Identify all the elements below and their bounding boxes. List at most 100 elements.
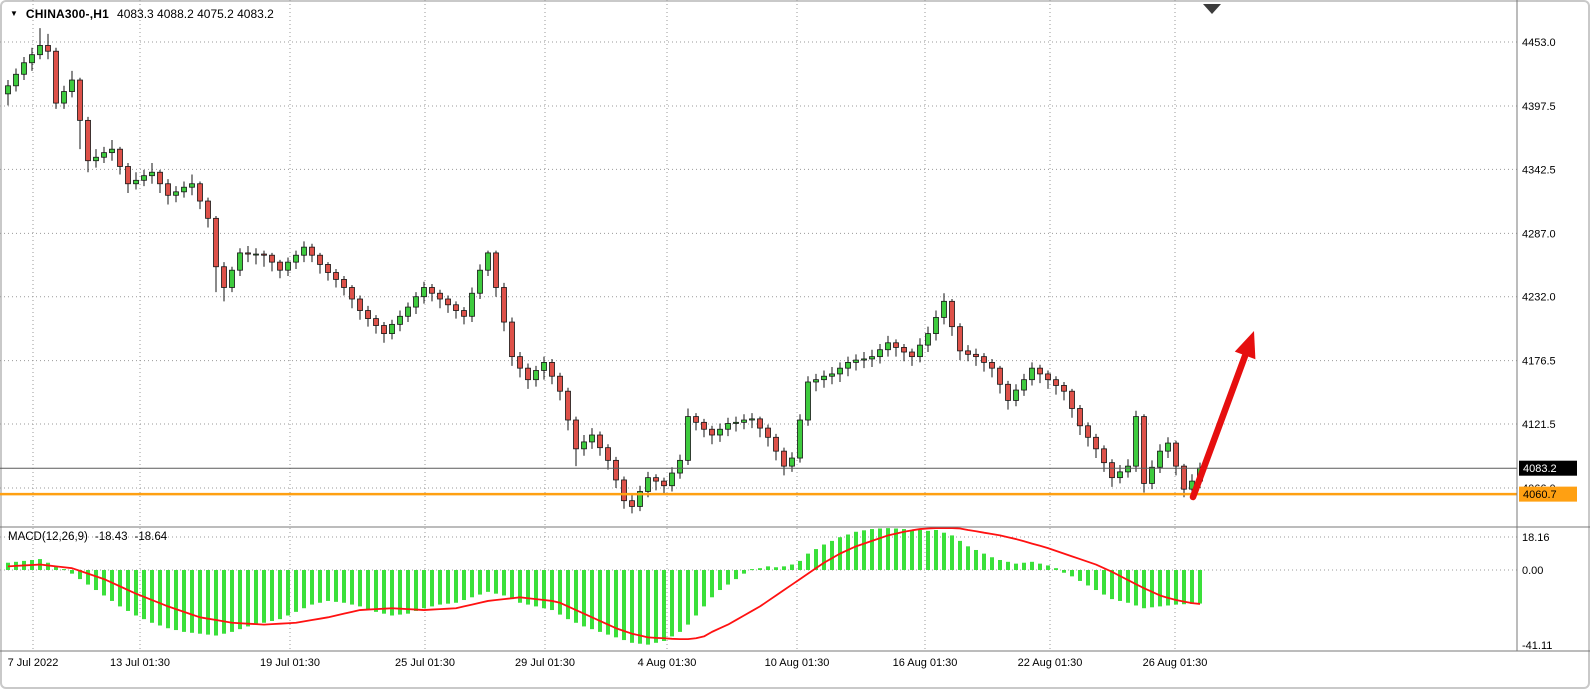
macd-histogram-bar <box>606 570 610 635</box>
price-axis-label: 4453.0 <box>1522 37 1556 49</box>
macd-value-signal: -18.64 <box>134 531 168 543</box>
macd-histogram-bar <box>582 570 586 627</box>
macd-histogram-bar <box>902 529 906 570</box>
candle-body-bear <box>509 321 515 358</box>
candle-body-bull <box>869 356 875 360</box>
candle-body-bull <box>877 349 883 358</box>
macd-histogram-bar <box>702 570 706 607</box>
macd-histogram-bar <box>110 570 114 601</box>
candle-body-bull <box>109 148 115 154</box>
macd-histogram-bar <box>502 570 506 596</box>
macd-histogram-bar <box>1046 565 1050 570</box>
macd-histogram-bar <box>1190 570 1194 604</box>
macd-histogram-bar <box>614 570 618 638</box>
macd-histogram-bar <box>310 570 314 605</box>
candle-body-bull <box>645 477 651 492</box>
macd-histogram-bar <box>958 540 962 570</box>
macd-axis-label: 0.00 <box>1522 565 1543 577</box>
macd-histogram-bar <box>998 559 1002 570</box>
candle-body-bear <box>965 350 971 355</box>
macd-histogram-bar <box>366 570 370 610</box>
candle-body-bull <box>677 459 683 474</box>
candle-body-bear <box>165 183 171 196</box>
candle-body-bull <box>717 428 723 436</box>
candle-body-bear <box>661 480 667 487</box>
macd-histogram-bar <box>878 528 882 570</box>
macd-value-main: -18.43 <box>94 531 128 543</box>
macd-histogram-bar <box>62 569 66 571</box>
macd-histogram-bar <box>174 570 178 631</box>
macd-histogram-bar <box>654 570 658 643</box>
macd-histogram-bar <box>870 529 874 570</box>
macd-histogram-bar <box>910 529 914 570</box>
hline-price-tag-bg <box>1519 486 1577 502</box>
candle-body-bear <box>1053 379 1059 386</box>
symbol-timeframe-label: CHINA300-,H1 <box>25 7 110 21</box>
candle-body-bear <box>445 298 451 306</box>
candle-body-bull <box>293 254 299 263</box>
candle-body-bear <box>381 325 387 334</box>
macd-histogram-bar <box>894 528 898 570</box>
candle-body-bull <box>1013 389 1019 401</box>
candle-body-bear <box>901 347 907 353</box>
trend-arrow-shaft <box>1189 352 1249 501</box>
macd-histogram-bar <box>766 566 770 570</box>
time-axis-label: 25 Jul 01:30 <box>395 657 455 669</box>
macd-histogram-bar <box>830 540 834 570</box>
candle-body-bear <box>653 477 659 482</box>
candle-body-bull <box>389 323 395 334</box>
macd-histogram-bar <box>518 570 522 603</box>
macd-histogram-bar <box>446 570 450 604</box>
candle-body-bear <box>341 279 347 288</box>
candle-body-bear <box>85 119 91 162</box>
chart-shift-marker-icon <box>1203 4 1221 14</box>
candle-body-bear <box>1109 462 1115 479</box>
candle-body-bull <box>749 418 755 421</box>
macd-histogram-bar <box>358 570 362 607</box>
candle-body-bear <box>997 367 1003 385</box>
macd-histogram-bar <box>382 570 386 614</box>
macd-histogram-bar <box>1102 570 1106 595</box>
macd-histogram-bar <box>326 570 330 601</box>
candle-body-bear <box>1037 367 1043 375</box>
macd-histogram-bar <box>414 570 418 611</box>
macd-histogram-bar <box>286 570 290 616</box>
macd-histogram-bar <box>742 570 746 574</box>
candle-body-bull <box>669 472 675 487</box>
macd-histogram-bar <box>406 570 410 614</box>
macd-histogram-bar <box>622 570 626 641</box>
candle-body-bull <box>413 296 419 308</box>
candle-body-bull <box>405 306 411 317</box>
macd-histogram-bar <box>1158 570 1162 607</box>
candle-body-bull <box>725 423 731 430</box>
candle-body-bear <box>1181 465 1187 490</box>
macd-histogram-bar <box>1038 563 1042 570</box>
candle-body-bear <box>1069 390 1075 409</box>
macd-histogram-bar <box>534 570 538 607</box>
macd-histogram-bar <box>638 570 642 644</box>
macd-histogram-bar <box>70 570 74 574</box>
candle-body-bear <box>205 200 211 219</box>
macd-histogram-bar <box>438 570 442 605</box>
candle-body-bear <box>557 375 563 392</box>
candle-body-bull <box>1133 416 1139 467</box>
macd-histogram-bar <box>302 570 306 609</box>
candle-body-bull <box>925 333 931 346</box>
time-axis-label: 7 Jul 2022 <box>8 657 59 669</box>
candle-body-bear <box>605 447 611 461</box>
candle-body-bear <box>565 390 571 421</box>
macd-histogram-bar <box>670 570 674 637</box>
macd-histogram-bar <box>1062 570 1066 573</box>
symbol-dropdown-icon[interactable]: ▼ <box>10 9 18 18</box>
candle-body-bull <box>397 315 403 325</box>
candle-body-bear <box>53 50 59 104</box>
macd-histogram-bar <box>686 570 690 625</box>
candle-body-bear <box>693 416 699 423</box>
macd-histogram-bar <box>78 570 82 580</box>
macd-histogram-bar <box>430 570 434 607</box>
macd-histogram-bar <box>94 570 98 591</box>
candle-body-bull <box>1125 465 1131 473</box>
candle-body-bear <box>197 183 203 202</box>
candle-body-bull <box>93 156 99 162</box>
